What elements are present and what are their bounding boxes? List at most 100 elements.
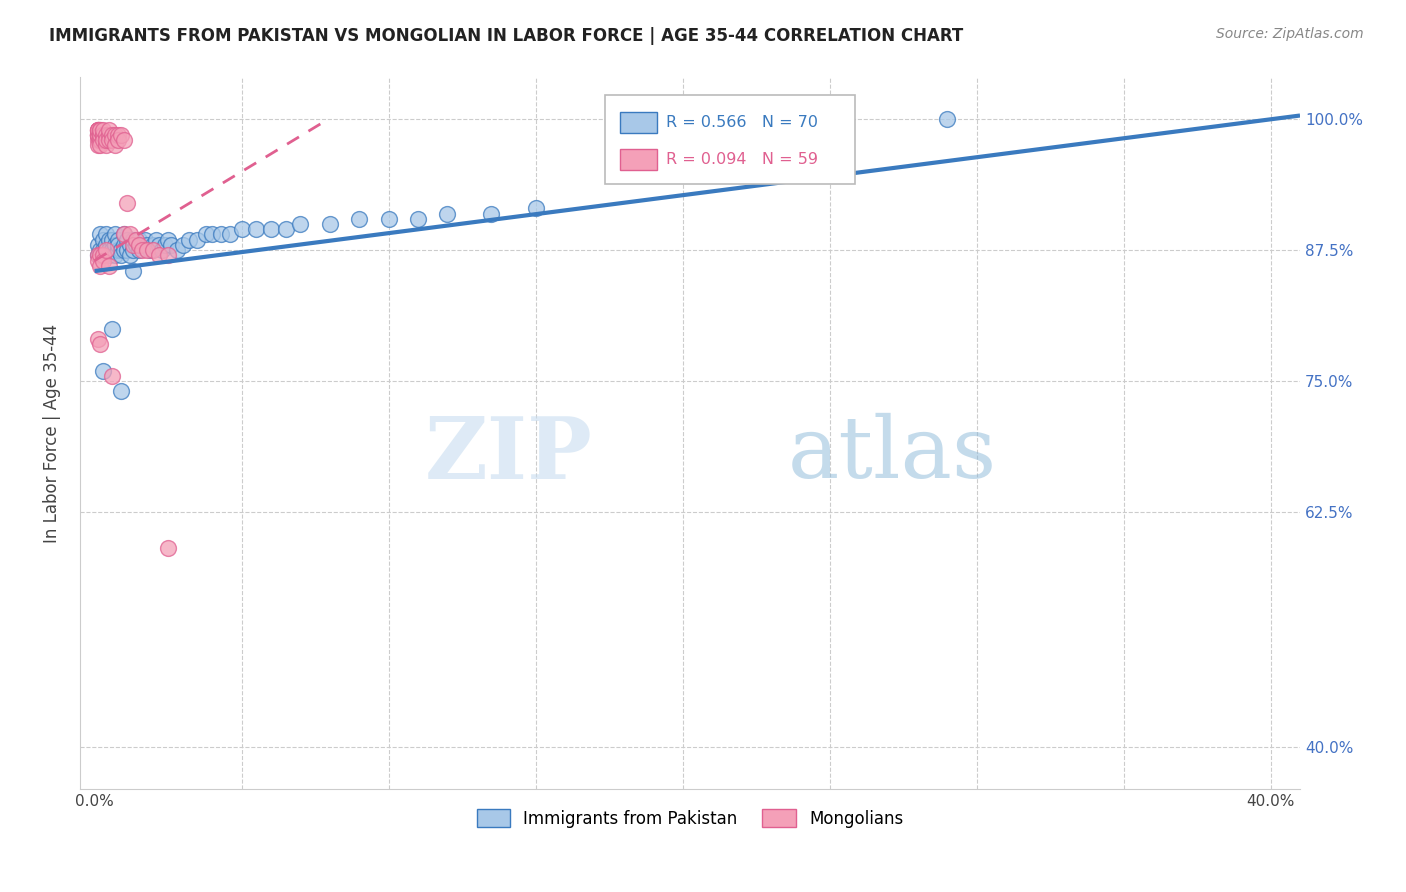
Point	[86, 128, 108, 142]
Point	[115, 196, 138, 211]
Point	[86, 128, 108, 142]
Point	[107, 128, 129, 142]
Point	[98, 122, 121, 136]
Point	[218, 227, 240, 242]
Point	[89, 248, 111, 262]
Point	[139, 243, 162, 257]
Point	[96, 227, 118, 242]
Point	[177, 233, 200, 247]
Point	[86, 128, 108, 142]
Point	[86, 128, 108, 142]
Point	[101, 233, 124, 247]
Point	[436, 206, 458, 220]
Point	[112, 227, 135, 242]
Bar	[620, 149, 657, 170]
Point	[274, 222, 297, 236]
Point	[86, 122, 108, 136]
Point	[93, 253, 115, 268]
Point	[107, 238, 129, 252]
Point	[89, 138, 111, 153]
Point	[93, 122, 115, 136]
Point	[86, 248, 108, 262]
Point	[209, 227, 232, 242]
Point	[104, 227, 127, 242]
Point	[89, 128, 111, 142]
Point	[96, 243, 118, 257]
Point	[186, 233, 208, 247]
Point	[112, 243, 135, 257]
Point	[524, 201, 547, 215]
Point	[936, 112, 959, 127]
Point	[166, 243, 188, 257]
Point	[86, 332, 108, 346]
Point	[260, 222, 283, 236]
Point	[89, 337, 111, 351]
Point	[131, 243, 153, 257]
Point	[406, 211, 429, 226]
Point	[96, 238, 118, 252]
Point	[93, 243, 115, 257]
Point	[319, 217, 342, 231]
Point	[160, 238, 183, 252]
Point	[93, 248, 115, 262]
Point	[96, 128, 118, 142]
Point	[118, 227, 141, 242]
Point	[115, 243, 138, 257]
Point	[153, 238, 176, 252]
Text: IMMIGRANTS FROM PAKISTAN VS MONGOLIAN IN LABOR FORCE | AGE 35-44 CORRELATION CHA: IMMIGRANTS FROM PAKISTAN VS MONGOLIAN IN…	[49, 27, 963, 45]
Point	[86, 122, 108, 136]
Point	[201, 227, 224, 242]
Point	[128, 233, 150, 247]
Point	[93, 233, 115, 247]
Point	[110, 128, 132, 142]
Point	[157, 541, 180, 556]
Text: R = 0.094   N = 59: R = 0.094 N = 59	[665, 152, 817, 167]
Point	[86, 248, 108, 262]
Y-axis label: In Labor Force | Age 35-44: In Labor Force | Age 35-44	[44, 324, 60, 543]
Point	[89, 122, 111, 136]
Point	[148, 238, 170, 252]
Point	[134, 233, 156, 247]
Point	[86, 138, 108, 153]
Point	[89, 227, 111, 242]
Point	[93, 128, 115, 142]
Point	[347, 211, 370, 226]
Point	[195, 227, 218, 242]
Text: ZIP: ZIP	[425, 413, 592, 497]
Point	[86, 253, 108, 268]
Point	[121, 238, 143, 252]
Point	[245, 222, 267, 236]
Point	[86, 128, 108, 142]
Point	[89, 128, 111, 142]
Point	[107, 243, 129, 257]
Point	[145, 233, 167, 247]
FancyBboxPatch shape	[605, 95, 855, 185]
Point	[377, 211, 399, 226]
Point	[112, 227, 135, 242]
Point	[89, 243, 111, 257]
Point	[172, 238, 194, 252]
Point	[290, 217, 312, 231]
Point	[112, 133, 135, 147]
Point	[86, 122, 108, 136]
Point	[98, 248, 121, 262]
Text: Source: ZipAtlas.com: Source: ZipAtlas.com	[1216, 27, 1364, 41]
Point	[89, 259, 111, 273]
Point	[93, 248, 115, 262]
Point	[104, 128, 127, 142]
Point	[110, 384, 132, 399]
Point	[104, 138, 127, 153]
Point	[86, 122, 108, 136]
Legend: Immigrants from Pakistan, Mongolians: Immigrants from Pakistan, Mongolians	[470, 803, 910, 834]
Point	[98, 243, 121, 257]
Point	[89, 128, 111, 142]
Point	[104, 238, 127, 252]
Point	[86, 238, 108, 252]
Point	[107, 133, 129, 147]
Point	[118, 238, 141, 252]
Point	[89, 133, 111, 147]
Point	[115, 233, 138, 247]
Point	[121, 243, 143, 257]
Point	[101, 243, 124, 257]
Point	[101, 321, 124, 335]
